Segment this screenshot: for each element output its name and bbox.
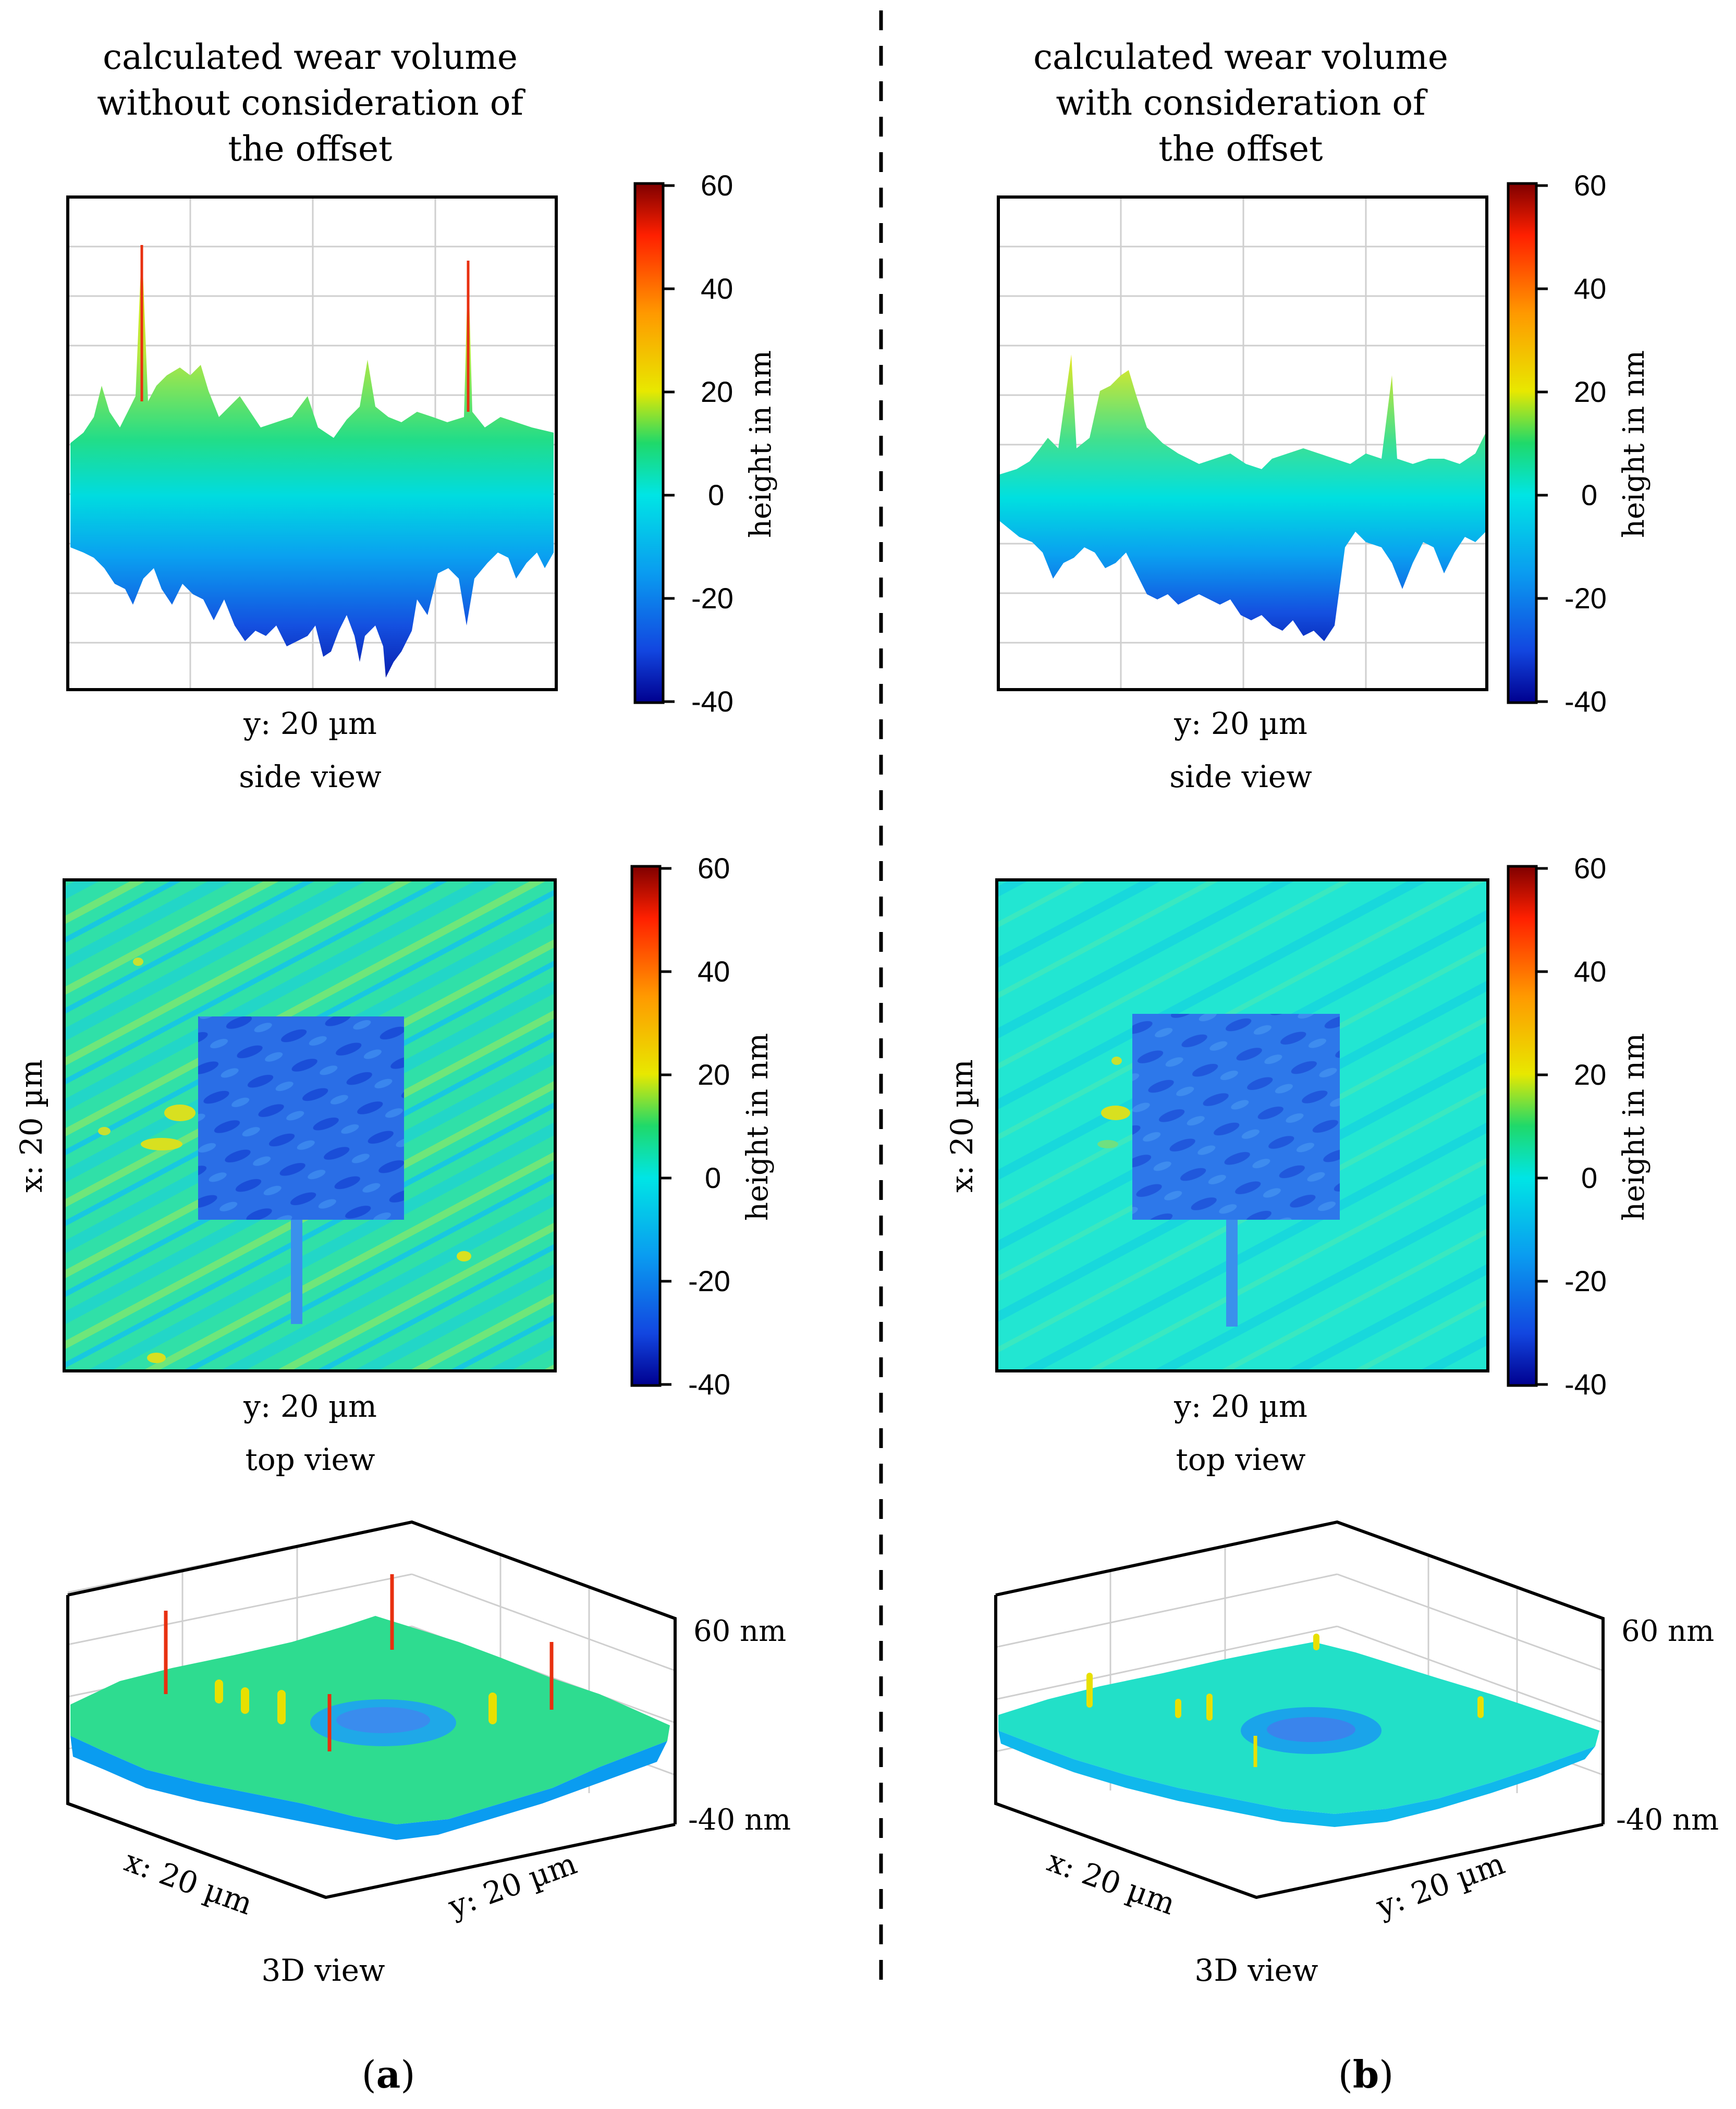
colorbar-label: height in nm	[744, 350, 778, 538]
panel-b-side-view-x-label: y: 20 µm	[1173, 706, 1307, 741]
colorbar-label: height in nm	[1617, 1033, 1651, 1221]
colorbar-tick: -40	[688, 1368, 730, 1401]
panel-a-3d-view-label: 3D view	[261, 1953, 385, 1988]
colorbar-tick: 0	[1581, 479, 1597, 511]
panel-a-3d-x-label: x: 20 µm	[120, 1843, 257, 1922]
panel-b-top-view-label: top view	[1176, 1442, 1305, 1477]
colorbar-tick: 40	[701, 272, 733, 305]
panel-b-label-letter: b	[1353, 2052, 1379, 2096]
panel-b-3d-view-plot	[994, 1520, 1605, 1899]
colorbar-tick: 60	[701, 169, 733, 202]
panel-b-label-open: (	[1338, 2053, 1353, 2096]
panel-a-top-view-label: top view	[245, 1442, 375, 1477]
panel-a-3d-z-min-label: -40 nm	[688, 1803, 791, 1837]
panel-a-colorbar-1: 60 40 20 0 -20 -40 height in nm	[633, 169, 778, 718]
colorbar-label: height in nm	[741, 1033, 775, 1221]
panel-a-title-line-1: calculated wear volume	[103, 37, 518, 77]
panel-b-title-line-2: with consideration of	[1056, 83, 1428, 123]
panel-b-3d-view-label: 3D view	[1194, 1953, 1318, 1988]
panel-a-side-view-label: side view	[239, 759, 382, 794]
panel-a-top-view-y-label: x: 20 µm	[14, 1059, 49, 1193]
panel-b-title-line-1: calculated wear volume	[1033, 37, 1448, 77]
colorbar-tick: 0	[708, 479, 724, 511]
colorbar-tick: -40	[1564, 685, 1607, 718]
panel-b-side-profile	[1000, 354, 1486, 641]
panel-b-title-line-3: the offset	[1158, 129, 1323, 169]
colorbar-tick: -20	[688, 1265, 730, 1297]
colorbar-tick: -20	[691, 582, 733, 615]
panel-a-colorbar-2: 60 40 20 0 -20 -40 height in nm	[630, 852, 775, 1401]
colorbar-tick: -20	[1564, 582, 1607, 615]
panel-a-label-open: (	[362, 2053, 376, 2096]
colorbar-tick: 20	[701, 375, 733, 408]
panel-a-label-close: )	[400, 2053, 415, 2096]
panel-b-label-close: )	[1379, 2053, 1393, 2096]
panel-a-side-view-x-label: y: 20 µm	[243, 706, 377, 741]
colorbar-tick: 40	[1574, 955, 1606, 988]
panel-a-side-view-plot	[66, 195, 558, 691]
colorbar-tick: 20	[698, 1058, 730, 1091]
colorbar-tick: 20	[1574, 1058, 1606, 1091]
panel-a-side-profile	[70, 245, 554, 678]
panel-b: calculated wear volume with consideratio…	[944, 37, 1719, 2096]
colorbar-tick: 60	[698, 852, 730, 885]
panel-a-label-letter: a	[376, 2052, 401, 2096]
colorbar-tick: 0	[705, 1161, 721, 1194]
colorbar-tick: -40	[1564, 1368, 1607, 1401]
panel-b-top-view-x-label: y: 20 µm	[1173, 1389, 1307, 1424]
panel-a-3d-view-plot	[66, 1520, 677, 1899]
panel-b-side-view-label: side view	[1169, 759, 1312, 794]
panel-b-3d-x-label: x: 20 µm	[1043, 1843, 1180, 1922]
colorbar-tick: -20	[1564, 1265, 1607, 1297]
colorbar-label: height in nm	[1617, 350, 1651, 538]
panel-a-title-line-3: the offset	[228, 129, 392, 169]
panel-a-3d-z-max-label: 60 nm	[693, 1614, 786, 1648]
colorbar-tick: 40	[698, 955, 730, 988]
colorbar-tick: 20	[1574, 375, 1606, 408]
colorbar-tick: 40	[1574, 272, 1606, 305]
panel-b-colorbar-1: 60 40 20 0 -20 -40 height in nm	[1507, 169, 1651, 718]
panel-b-top-view-y-label: x: 20 µm	[944, 1059, 980, 1193]
panel-b-3d-z-min-label: -40 nm	[1616, 1803, 1719, 1837]
panel-a: calculated wear volume without considera…	[14, 37, 791, 2096]
panel-b-3d-z-max-label: 60 nm	[1621, 1614, 1714, 1648]
panel-b-side-view-plot	[997, 195, 1488, 691]
panel-b-label: (b)	[1338, 2052, 1394, 2096]
panel-a-title-line-2: without consideration of	[97, 83, 525, 123]
panel-b-top-view-plot	[995, 878, 1489, 1372]
panel-a-label: (a)	[362, 2052, 415, 2096]
colorbar-tick: -40	[691, 685, 733, 718]
colorbar-tick: 0	[1581, 1161, 1597, 1194]
panel-a-top-view-x-label: y: 20 µm	[243, 1389, 377, 1424]
panel-b-colorbar-2: 60 40 20 0 -20 -40 height in nm	[1507, 852, 1651, 1401]
colorbar-tick: 60	[1574, 169, 1606, 202]
colorbar-tick: 60	[1574, 852, 1606, 885]
panel-a-top-view-plot	[63, 878, 557, 1372]
